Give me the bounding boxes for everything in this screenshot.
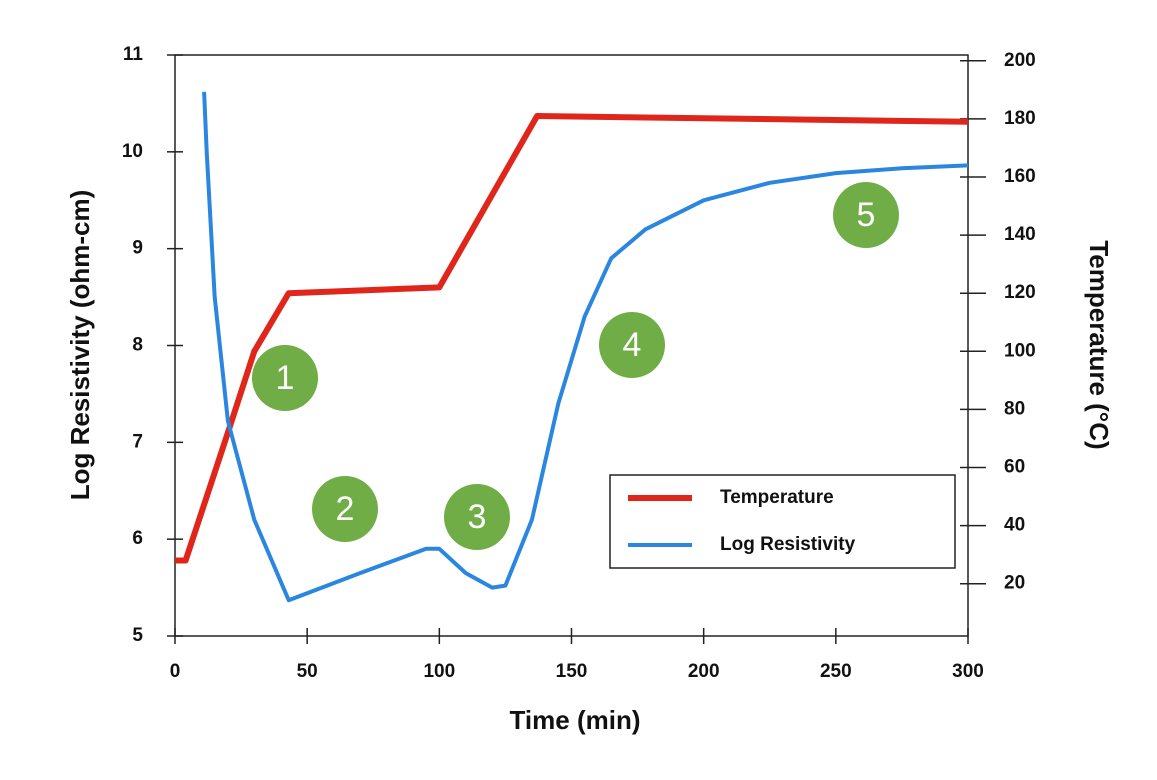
y2-tick-label: 200 bbox=[1004, 50, 1036, 71]
y2-tick-label: 160 bbox=[1004, 166, 1036, 187]
y2-tick-label: 60 bbox=[1004, 457, 1025, 478]
x-tick-label: 100 bbox=[423, 661, 455, 682]
y-tick-label: 8 bbox=[132, 335, 143, 356]
annotation-label: 2 bbox=[336, 490, 355, 528]
y-tick-label: 7 bbox=[132, 431, 143, 452]
annotation-badge bbox=[252, 345, 318, 411]
y-tick-label: 5 bbox=[132, 625, 143, 646]
y-tick-label: 10 bbox=[122, 141, 143, 162]
legend-label: Log Resistivity bbox=[720, 534, 856, 555]
y2-tick-label: 40 bbox=[1004, 515, 1025, 536]
x-axis-title: Time (min) bbox=[510, 705, 641, 735]
annotation-badge bbox=[312, 476, 378, 542]
y2-tick-label: 140 bbox=[1004, 224, 1036, 245]
y2-tick-label: 120 bbox=[1004, 282, 1036, 303]
legend-box bbox=[609, 474, 956, 569]
y2-tick-label: 20 bbox=[1004, 573, 1025, 594]
x-tick-label: 150 bbox=[556, 661, 588, 682]
y2-tick-label: 180 bbox=[1004, 108, 1036, 129]
x-tick-label: 50 bbox=[297, 661, 318, 682]
legend-label: Temperature bbox=[720, 487, 834, 508]
line-series bbox=[202, 91, 969, 603]
x-tick-label: 300 bbox=[952, 661, 984, 682]
y-axis-title: Log Resistivity (ohm-cm) bbox=[65, 190, 95, 501]
annotation-badge bbox=[599, 312, 665, 378]
annotation-label: 1 bbox=[276, 359, 295, 397]
x-tick-label: 200 bbox=[688, 661, 720, 682]
x-tick-label: 0 bbox=[170, 661, 181, 682]
annotation-label: 3 bbox=[468, 498, 487, 536]
annotation-label: 5 bbox=[857, 196, 876, 234]
y2-axis-title: Temperature (°C) bbox=[1084, 240, 1114, 449]
y-tick-label: 11 bbox=[123, 44, 144, 65]
y-tick-label: 6 bbox=[132, 528, 143, 549]
y-tick-label: 9 bbox=[132, 238, 143, 259]
annotation-badge bbox=[444, 484, 510, 550]
line-series bbox=[175, 113, 969, 564]
y2-tick-label: 100 bbox=[1004, 340, 1036, 361]
x-tick-label: 250 bbox=[820, 661, 852, 682]
y2-tick-label: 80 bbox=[1004, 398, 1025, 419]
annotation-badge bbox=[833, 182, 899, 248]
annotation-label: 4 bbox=[623, 326, 642, 364]
